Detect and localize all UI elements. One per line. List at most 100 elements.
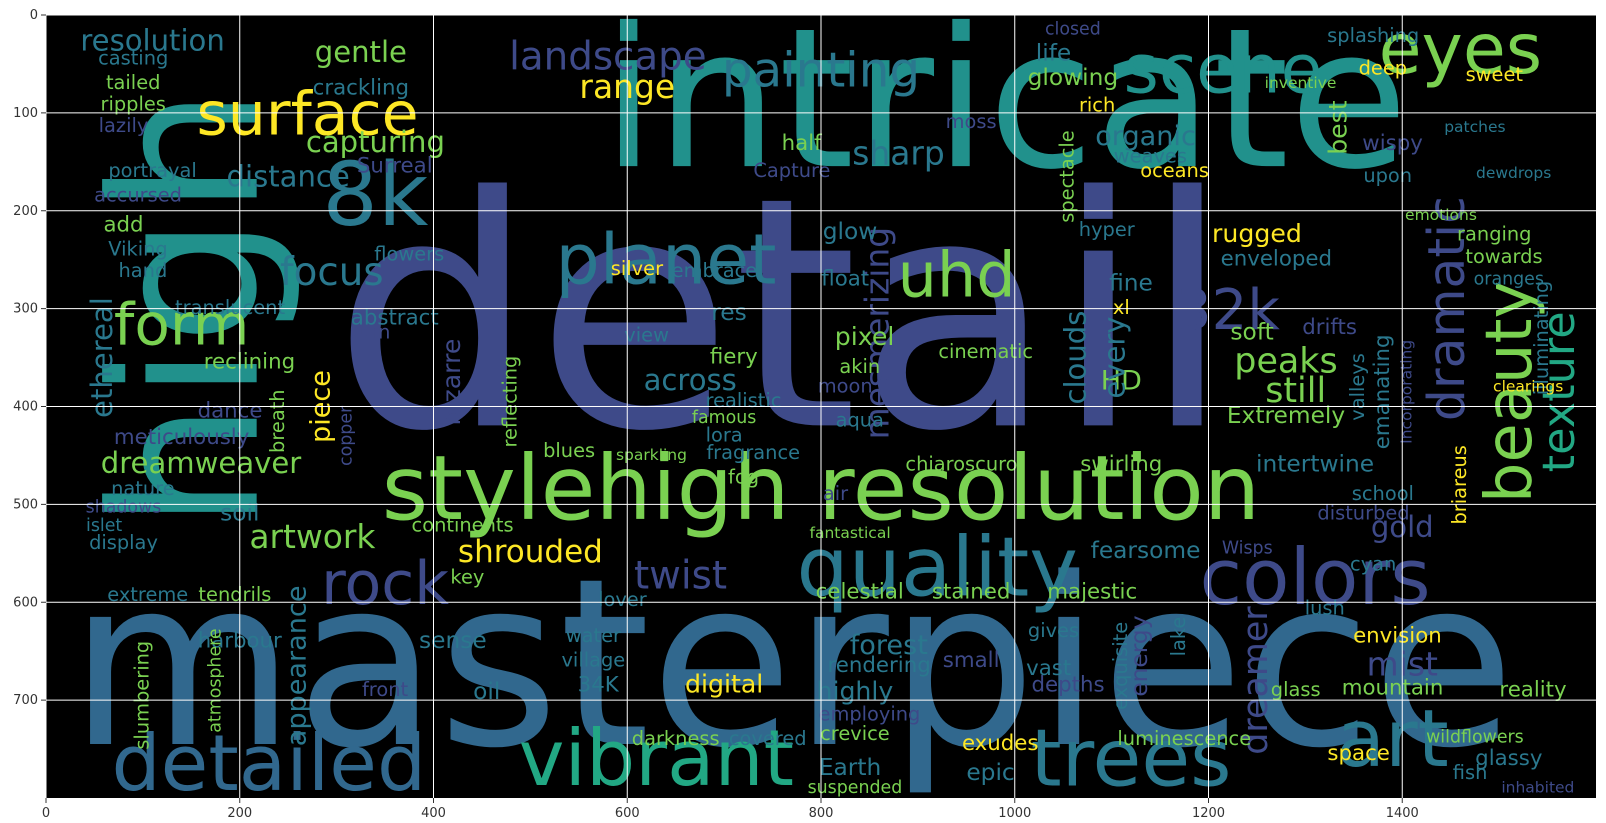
- word-128: soft: [1230, 319, 1273, 346]
- word-73: atmosphere: [206, 628, 226, 732]
- word-149: valleys: [1346, 353, 1369, 421]
- word-135: cinematic: [938, 340, 1033, 363]
- word-110: lush: [1305, 597, 1345, 620]
- word-27: gentle: [315, 35, 407, 69]
- word-146: oranges: [1474, 269, 1544, 289]
- word-166: glow: [823, 218, 878, 245]
- word-108: envision: [1353, 624, 1442, 649]
- axis-layer: 0 200 400 600 800 1000 1200 1400 0 100 200 300 400 50…: [13, 8, 1419, 821]
- word-158: inventive: [1265, 74, 1337, 92]
- word-34: organic: [1095, 121, 1196, 152]
- word-23: 32k: [1176, 278, 1280, 343]
- word-132: clouds: [1059, 311, 1093, 405]
- word-97: gives: [1028, 619, 1079, 642]
- word-100: energy: [1126, 615, 1153, 696]
- word-94: epic: [966, 759, 1014, 786]
- word-182: reflecting: [499, 356, 522, 448]
- word-56: meticulously: [114, 425, 249, 450]
- word-121: school: [1352, 482, 1414, 505]
- word-187: ethereal: [85, 297, 119, 418]
- word-13: eyes: [1379, 9, 1543, 90]
- word-150: briareus: [1448, 445, 1471, 524]
- word-114: wildflowers: [1426, 727, 1524, 747]
- word-66: continents: [412, 513, 514, 536]
- word-4: 8k: [322, 144, 428, 246]
- word-68: tendrils: [198, 583, 271, 606]
- word-120: disturbed: [1317, 502, 1409, 525]
- word-177: fragrance: [706, 441, 800, 464]
- word-183: breath: [266, 389, 289, 453]
- word-40: deep: [1359, 56, 1407, 79]
- word-165: Capture: [753, 159, 830, 182]
- x-tick-label-3: 600: [615, 806, 640, 821]
- word-178: blues: [543, 439, 595, 462]
- word-142: rugged: [1212, 219, 1302, 248]
- word-184: copper: [336, 405, 356, 466]
- word-72: appearance: [281, 585, 312, 746]
- word-52: abstract: [351, 305, 439, 330]
- y-tick-label-2: 200: [13, 204, 38, 219]
- word-75: front: [362, 678, 409, 701]
- word-70: sense: [419, 627, 487, 654]
- word-12: scene: [1124, 29, 1323, 108]
- word-36: closed: [1045, 20, 1101, 40]
- word-105: space: [1327, 741, 1389, 766]
- word-169: silver: [611, 257, 663, 280]
- word-80: 34K: [578, 672, 620, 697]
- x-tick-label-2: 400: [421, 806, 446, 821]
- word-131: xl: [1113, 296, 1130, 319]
- word-117: cyan: [1350, 553, 1396, 576]
- word-1: intricate: [602, 0, 1409, 212]
- y-tick-label-3: 300: [13, 302, 38, 317]
- word-26: resolution: [80, 23, 224, 57]
- word-45: lazily: [99, 114, 149, 137]
- word-123: swirling: [1080, 452, 1162, 477]
- word-88: highly: [816, 676, 893, 705]
- word-62: display: [89, 531, 158, 554]
- x-tick-label-1: 200: [227, 806, 252, 821]
- word-16: planet: [555, 220, 776, 301]
- word-81: digital: [685, 669, 763, 698]
- word-85: stained: [932, 579, 1011, 604]
- word-35: life: [1036, 40, 1071, 67]
- x-tick-label-5: 1000: [998, 806, 1031, 821]
- word-67: extreme: [107, 583, 188, 606]
- word-42: casting: [98, 47, 168, 70]
- word-139: aqua: [836, 409, 884, 432]
- word-99: depths: [1031, 672, 1104, 697]
- word-130: HD: [1101, 366, 1142, 397]
- word-32: Surreal: [357, 154, 433, 179]
- word-49: Viking: [108, 237, 167, 260]
- word-136: pixel: [835, 322, 895, 351]
- word-7: detailed: [111, 719, 426, 809]
- word-188: fantastical: [809, 524, 890, 542]
- word-180: fog: [728, 465, 759, 488]
- word-53: reclining: [204, 349, 295, 374]
- word-186: turn: [351, 321, 391, 344]
- word-38: rich: [1079, 94, 1115, 117]
- word-20: beauty: [1473, 281, 1547, 503]
- word-189: air: [823, 482, 848, 505]
- word-147: illuminating: [1530, 281, 1553, 396]
- y-tick-label-1: 100: [13, 106, 38, 121]
- word-21: texture: [1533, 311, 1585, 472]
- word-79: lover: [598, 588, 647, 611]
- word-48: add: [103, 212, 143, 237]
- word-101: exquisite: [1109, 622, 1132, 710]
- word-179: sparkling: [616, 446, 687, 464]
- word-155: upon: [1363, 164, 1412, 187]
- word-65: twist: [634, 553, 727, 598]
- word-102: lake: [1167, 617, 1190, 657]
- word-84: celestial: [816, 579, 904, 604]
- word-39: splashing: [1327, 24, 1419, 47]
- word-51: translucent: [175, 296, 285, 319]
- word-2: masterpiece: [69, 528, 1515, 799]
- word-25: focus: [280, 250, 384, 295]
- x-tick-label-4: 800: [809, 806, 834, 821]
- word-30: capturing: [306, 125, 445, 159]
- word-95: exudes: [962, 731, 1039, 756]
- word-50: hand: [118, 259, 167, 282]
- word-176: famous: [692, 408, 756, 428]
